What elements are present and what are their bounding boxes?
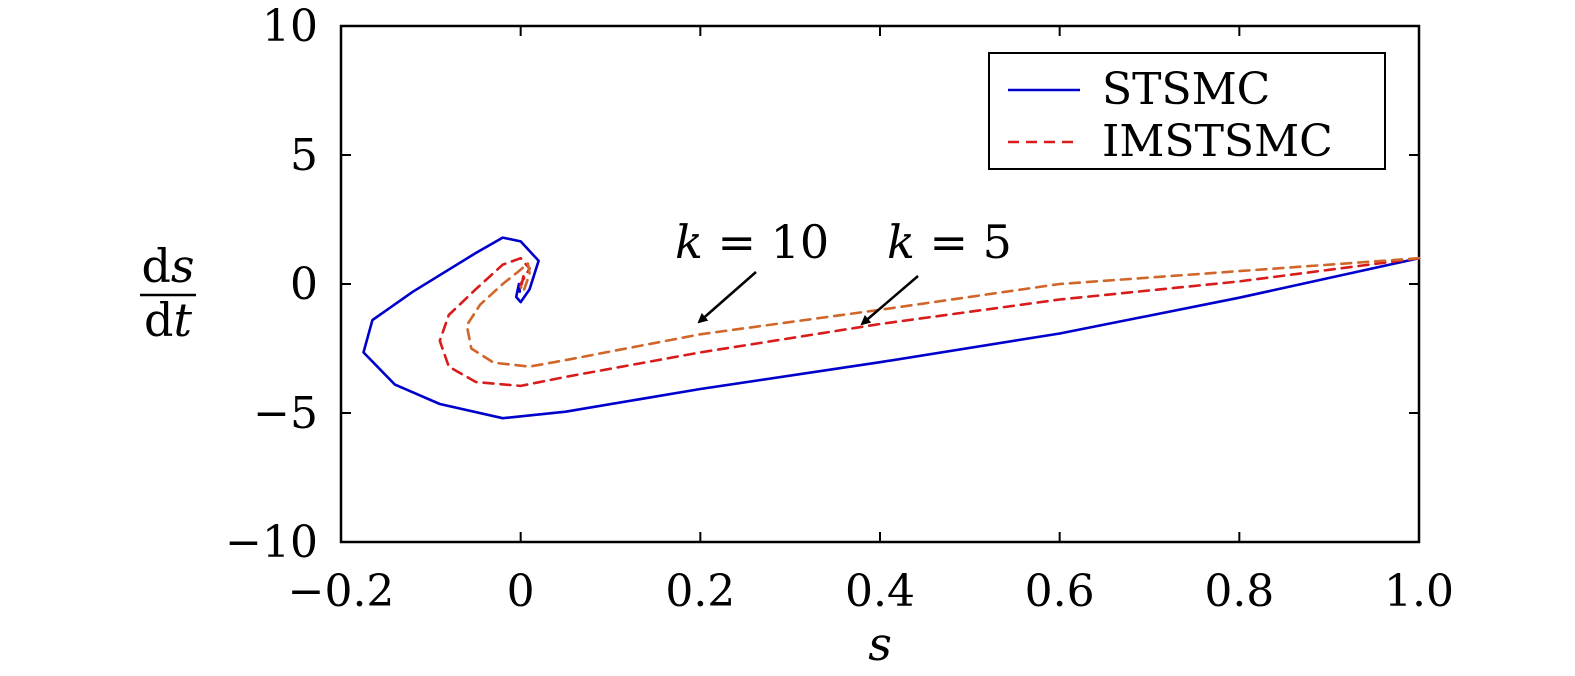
x-tick-label: 1.0 — [1384, 566, 1454, 617]
annotation-k10-arrow — [697, 271, 757, 324]
y-axis-label: ds dt — [140, 239, 196, 347]
x-tick-label: 0.4 — [845, 566, 915, 617]
x-tick-label: 0.6 — [1025, 566, 1095, 617]
y-axis-label-denominator: dt — [144, 293, 192, 347]
y-tick-label: −10 — [225, 517, 318, 568]
annotation-k10: k = 10 — [675, 215, 829, 324]
series-line-imstsmc-k10 — [465, 256, 1421, 368]
legend-label-imstsmc: IMSTSMC — [1102, 116, 1333, 167]
x-tick-labels: −0.2 0 0.2 0.4 0.6 0.8 1.0 — [288, 566, 1454, 617]
y-tick-label: 0 — [290, 259, 318, 310]
legend-label-stsmc: STSMC — [1102, 64, 1270, 115]
axis-ticks — [340, 25, 1420, 543]
y-tick-labels: −10 −5 0 5 10 — [225, 1, 318, 568]
x-tick-label: −0.2 — [288, 566, 395, 617]
legend-box — [988, 52, 1386, 170]
series-layer — [362, 236, 1421, 420]
annotation-k10-label: k = 10 — [675, 215, 829, 269]
y-tick-label: −5 — [253, 388, 318, 439]
y-tick-label: 5 — [290, 130, 318, 181]
x-tick-label: 0 — [507, 566, 535, 617]
y-axis-label-numerator: ds — [141, 239, 194, 293]
legend: STSMC IMSTSMC — [988, 52, 1386, 170]
annotation-k5-label: k = 5 — [887, 215, 1012, 269]
series-line-stsmc — [362, 236, 1421, 420]
annotation-k5-arrow — [860, 275, 919, 326]
x-tick-label: 0.2 — [665, 566, 735, 617]
y-tick-label: 10 — [262, 1, 318, 52]
x-tick-label: 0.8 — [1204, 566, 1274, 617]
x-axis-label: s — [868, 617, 892, 671]
annotation-k5: k = 5 — [860, 215, 1012, 326]
